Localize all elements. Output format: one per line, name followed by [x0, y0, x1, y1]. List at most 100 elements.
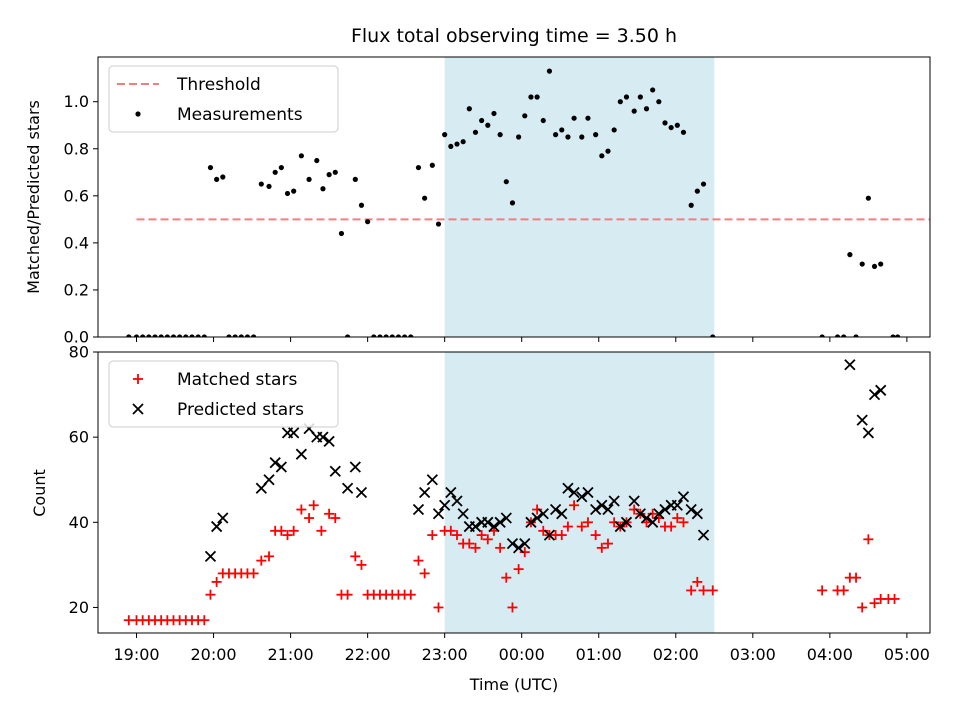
measurement-point [345, 334, 351, 337]
measurement-point [643, 106, 650, 112]
predicted-star-point [608, 495, 620, 507]
matched-star-point [464, 538, 475, 549]
measurement-point [853, 334, 859, 337]
measurement-point [599, 153, 605, 159]
matched-star-point [569, 500, 580, 511]
measurement-point [152, 334, 158, 337]
measurement-point [700, 181, 707, 187]
x-tick-label: 20:00 [191, 645, 237, 664]
predicted-star-point [568, 486, 580, 499]
measurement-point [170, 334, 177, 337]
matched-star-point [692, 576, 703, 587]
y-tick-label: 0.4 [64, 233, 89, 252]
x-tick-label: 23:00 [422, 645, 468, 664]
measurement-point [284, 190, 291, 197]
x-tick-label: 21:00 [268, 645, 314, 664]
predicted-star-point [217, 512, 229, 524]
measurement-point [516, 134, 522, 140]
predicted-star-point [875, 384, 887, 396]
matched-star-point [495, 542, 506, 553]
predicted-star-point [451, 495, 463, 507]
measurement-point [395, 334, 402, 337]
predicted-star-point [856, 414, 868, 426]
plot-area [123, 352, 900, 633]
measurement-point [479, 117, 485, 124]
predicted-star-point [439, 499, 451, 511]
measurement-point [611, 127, 617, 133]
measurement-point [865, 195, 871, 201]
predicted-star-point [341, 482, 354, 494]
measurement-point [146, 334, 152, 337]
predicted-star-point [556, 508, 568, 520]
plot-area [126, 57, 930, 337]
measurement-point [571, 115, 577, 121]
predicted-star-point [677, 491, 690, 503]
measurement-point [338, 230, 345, 237]
matched-star-point [678, 517, 689, 528]
measurement-point [158, 334, 164, 337]
matched-star-point [276, 525, 287, 536]
matched-star-point [562, 521, 573, 532]
matched-star-point [538, 525, 549, 536]
measurement-point [631, 108, 637, 114]
measurement-point [435, 221, 442, 227]
measurement-point [408, 334, 414, 337]
chart-title: Flux total observing time = 3.50 h [351, 25, 677, 47]
x-tick-label: 22:00 [345, 645, 391, 664]
measurement-point [546, 68, 553, 74]
matched-star-point [556, 530, 567, 541]
y-tick-label: 40 [69, 513, 89, 532]
predicted-star-point [432, 508, 445, 520]
measurement-point [291, 188, 297, 194]
matched-star-point [851, 572, 862, 583]
measurement-point [389, 334, 395, 337]
x-tick-label: 03:00 [730, 645, 776, 664]
matched-star-point [507, 602, 518, 613]
measurement-point [503, 179, 509, 185]
y-tick-label: 80 [69, 343, 89, 362]
predicted-star-point [500, 512, 512, 524]
predicted-star-point [317, 431, 329, 443]
matched-star-point [316, 525, 327, 536]
measurement-point [710, 334, 716, 337]
measurement-point [214, 176, 220, 182]
predicted-star-point [323, 435, 335, 448]
matched-star-point [596, 542, 607, 553]
measurement-point [332, 169, 338, 175]
matched-star-point [609, 517, 620, 528]
measurement-point [617, 99, 623, 105]
measurement-point [485, 122, 491, 128]
predicted-star-point [590, 503, 602, 516]
matched-star-point [256, 555, 267, 566]
predicted-star-point [614, 520, 626, 533]
y-tick-label: 0.0 [64, 328, 89, 347]
matched-star-point [199, 615, 210, 626]
top-y-axis-label: Matched/Predicted stars [24, 100, 43, 294]
matched-star-point [707, 585, 718, 596]
predicted-star-point [419, 486, 431, 499]
highlight-span [444, 352, 715, 633]
matched-star-point [686, 585, 697, 596]
matched-star-point [205, 589, 216, 600]
predicted-star-point [275, 461, 287, 473]
measurement-point [358, 202, 365, 208]
predicted-star-point [634, 508, 646, 520]
x-tick-label: 04:00 [807, 645, 853, 664]
predicted-star-point [697, 529, 710, 541]
y-tick-label: 0.8 [64, 139, 89, 158]
measurement-point [140, 334, 146, 337]
measurement-point [365, 219, 371, 225]
predicted-star-point [691, 508, 703, 520]
measurement-point [497, 132, 503, 138]
matched-star-point [296, 504, 307, 515]
matched-star-point [330, 513, 341, 524]
bottom-panel: 20 40 60 80 19:00 20:00 21:00 22:00 23:00 00:00 01… [69, 343, 931, 664]
measurement-point [415, 164, 422, 171]
predicted-star-point [519, 537, 531, 550]
predicted-star-point [329, 465, 341, 477]
matched-star-point [582, 517, 593, 528]
predicted-star-point [482, 516, 494, 528]
measurement-point [553, 132, 559, 138]
measurement-point [528, 94, 534, 100]
predicted-star-point [412, 503, 425, 516]
